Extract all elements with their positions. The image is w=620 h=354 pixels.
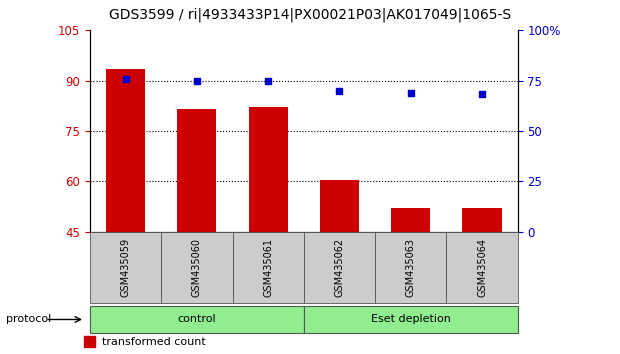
- Bar: [177, 109, 216, 232]
- Text: GSM435062: GSM435062: [334, 238, 345, 297]
- Bar: [106, 69, 145, 232]
- Text: GSM435060: GSM435060: [192, 238, 202, 297]
- Text: protocol: protocol: [6, 314, 51, 325]
- Bar: [391, 208, 430, 232]
- Point: [263, 78, 273, 83]
- Text: GSM435061: GSM435061: [263, 238, 273, 297]
- Point: [120, 76, 130, 81]
- Point: [477, 91, 487, 97]
- Text: control: control: [177, 314, 216, 325]
- Bar: [463, 208, 502, 232]
- Text: GSM435063: GSM435063: [405, 238, 416, 297]
- Text: Eset depletion: Eset depletion: [371, 314, 451, 325]
- Text: GSM435059: GSM435059: [120, 238, 131, 297]
- Text: GDS3599 / ri|4933433P14|PX00021P03|AK017049|1065-S: GDS3599 / ri|4933433P14|PX00021P03|AK017…: [109, 7, 511, 22]
- Point: [192, 78, 202, 83]
- Bar: [320, 180, 359, 232]
- Bar: [249, 108, 288, 232]
- Point: [334, 88, 344, 93]
- Text: GSM435064: GSM435064: [477, 238, 487, 297]
- Text: transformed count: transformed count: [102, 337, 206, 347]
- Point: [405, 90, 415, 96]
